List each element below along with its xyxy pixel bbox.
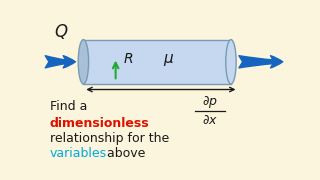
Text: $\partial x$: $\partial x$ bbox=[202, 114, 218, 127]
Text: variables: variables bbox=[50, 147, 107, 160]
Text: above: above bbox=[103, 147, 146, 160]
Text: relationship for the: relationship for the bbox=[50, 132, 169, 145]
Bar bbox=[84, 40, 231, 84]
Text: $\mathit{R}$: $\mathit{R}$ bbox=[123, 52, 133, 66]
Text: $\mathit{Q}$: $\mathit{Q}$ bbox=[54, 22, 68, 41]
Text: Find a: Find a bbox=[50, 100, 87, 113]
Text: dimensionless: dimensionless bbox=[50, 117, 149, 130]
Ellipse shape bbox=[78, 40, 89, 84]
Text: $\mu$: $\mu$ bbox=[163, 52, 175, 68]
Ellipse shape bbox=[226, 40, 236, 84]
Text: $\partial p$: $\partial p$ bbox=[202, 94, 218, 110]
